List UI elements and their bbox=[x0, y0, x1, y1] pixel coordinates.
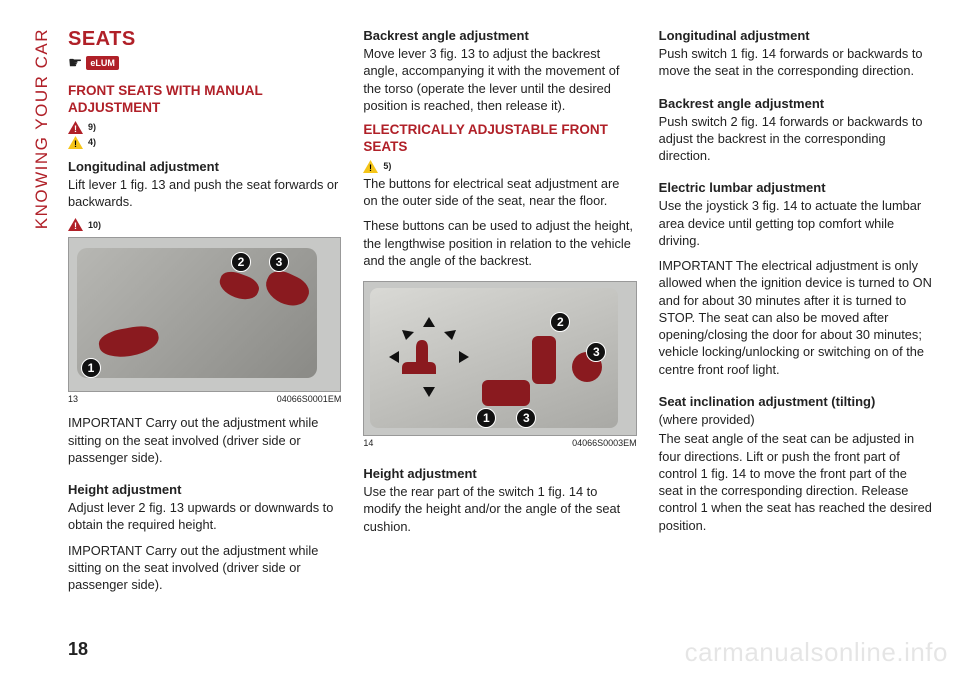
manual-page: KNOWING YOUR CAR SEATS ☛ eLUM FRONT SEAT… bbox=[0, 0, 960, 678]
warning-number: 4) bbox=[88, 137, 96, 147]
heading-lumbar: Electric lumbar adjustment bbox=[659, 180, 932, 195]
column-3: Longitudinal adjustment Push switch 1 fi… bbox=[659, 28, 932, 628]
elum-badge: ☛ eLUM bbox=[68, 53, 341, 73]
body-text: The buttons for electrical seat adjustme… bbox=[363, 175, 636, 210]
warning-4: ! 4) bbox=[68, 136, 341, 149]
body-text: Push switch 1 fig. 14 forwards or backwa… bbox=[659, 45, 932, 80]
figure-caption: 14 04066S0003EM bbox=[363, 438, 636, 448]
body-text: Use the joystick 3 fig. 14 to actuate th… bbox=[659, 197, 932, 249]
warning-10: ! 10) bbox=[68, 218, 341, 231]
elum-label: eLUM bbox=[86, 56, 119, 70]
warning-5: ! 5) bbox=[363, 160, 636, 173]
heading-backrest-2: Backrest angle adjustment bbox=[659, 96, 932, 111]
figure-number: 13 bbox=[68, 394, 78, 404]
watermark: carmanualsonline.info bbox=[685, 637, 948, 668]
body-text: IMPORTANT The electrical adjustment is o… bbox=[659, 257, 932, 378]
warning-number: 10) bbox=[88, 220, 101, 230]
body-text: Use the rear part of the switch 1 fig. 1… bbox=[363, 483, 636, 535]
body-text: Push switch 2 fig. 14 forwards or backwa… bbox=[659, 113, 932, 165]
body-text: These buttons can be used to adjust the … bbox=[363, 217, 636, 269]
column-2: Backrest angle adjustment Move lever 3 f… bbox=[363, 28, 636, 628]
heading-backrest: Backrest angle adjustment bbox=[363, 28, 636, 43]
svg-text:!: ! bbox=[74, 221, 77, 231]
subheading-manual-seats: FRONT SEATS WITH MANUAL ADJUSTMENT bbox=[68, 83, 341, 117]
body-text: The seat angle of the seat can be adjust… bbox=[659, 430, 932, 534]
body-text: IMPORTANT Carry out the adjustment while… bbox=[68, 414, 341, 466]
column-1: SEATS ☛ eLUM FRONT SEATS WITH MANUAL ADJ… bbox=[68, 28, 341, 628]
warning-triangle-red-icon: ! bbox=[68, 121, 83, 134]
seat-arrows-icon bbox=[384, 312, 474, 402]
page-number: 18 bbox=[68, 639, 88, 660]
warning-9: ! 9) bbox=[68, 121, 341, 134]
content-columns: SEATS ☛ eLUM FRONT SEATS WITH MANUAL ADJ… bbox=[68, 28, 932, 628]
warning-number: 9) bbox=[88, 122, 96, 132]
heading-height: Height adjustment bbox=[68, 482, 341, 497]
page-title: SEATS bbox=[68, 28, 341, 51]
heading-height-2: Height adjustment bbox=[363, 466, 636, 481]
warning-number: 5) bbox=[383, 161, 391, 171]
figure-13: 123 bbox=[68, 237, 341, 392]
switch-shape bbox=[532, 336, 556, 384]
warning-triangle-yellow-icon: ! bbox=[68, 136, 83, 149]
svg-text:!: ! bbox=[74, 139, 77, 149]
figure-code: 04066S0003EM bbox=[572, 438, 637, 448]
switch-shape bbox=[482, 380, 530, 406]
body-text: Lift lever 1 fig. 13 and push the seat f… bbox=[68, 176, 341, 211]
figure-code: 04066S0001EM bbox=[277, 394, 342, 404]
figure-number: 14 bbox=[363, 438, 373, 448]
heading-longitudinal-2: Longitudinal adjustment bbox=[659, 28, 932, 43]
subheading-electric-seats: ELECTRICALLY ADJUSTABLE FRONT SEATS bbox=[363, 122, 636, 156]
figure-caption: 13 04066S0001EM bbox=[68, 394, 341, 404]
heading-tilt: Seat inclination adjustment (tilting) bbox=[659, 394, 932, 409]
body-text: Move lever 3 fig. 13 to adjust the backr… bbox=[363, 45, 636, 114]
body-text: IMPORTANT Carry out the adjustment while… bbox=[68, 542, 341, 594]
hand-icon: ☛ bbox=[68, 53, 82, 73]
heading-longitudinal: Longitudinal adjustment bbox=[68, 159, 341, 174]
body-text: (where provided) bbox=[659, 411, 932, 428]
svg-text:!: ! bbox=[74, 124, 77, 134]
figure-14: 1233 bbox=[363, 281, 636, 436]
svg-text:!: ! bbox=[369, 163, 372, 173]
section-tab: KNOWING YOUR CAR bbox=[32, 28, 52, 229]
body-text: Adjust lever 2 fig. 13 upwards or downwa… bbox=[68, 499, 341, 534]
warning-triangle-yellow-icon: ! bbox=[363, 160, 378, 173]
warning-triangle-red-icon: ! bbox=[68, 218, 83, 231]
